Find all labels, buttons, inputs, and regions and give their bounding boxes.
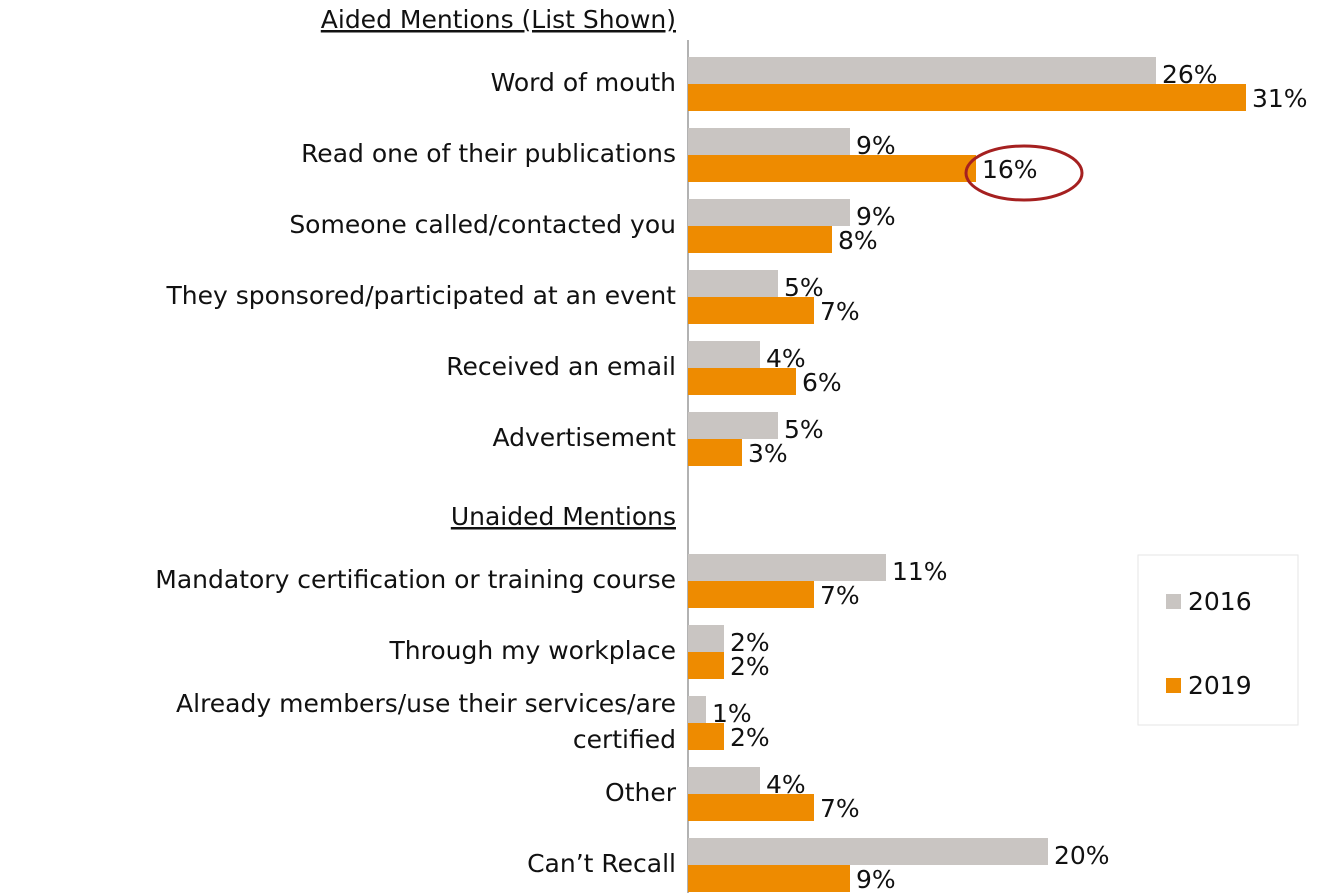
bar xyxy=(688,696,706,723)
legend-label: 2016 xyxy=(1188,587,1252,616)
value-label: 2% xyxy=(730,628,770,657)
category-label: They sponsored/participated at an event xyxy=(166,281,677,310)
bar xyxy=(688,297,814,324)
value-label: 6% xyxy=(802,368,842,397)
value-label: 7% xyxy=(820,297,860,326)
value-label: 5% xyxy=(784,415,824,444)
bar xyxy=(688,341,760,368)
category-label: Word of mouth xyxy=(491,68,676,97)
legend-swatch xyxy=(1166,594,1181,609)
bar xyxy=(688,368,796,395)
value-label: 7% xyxy=(820,794,860,823)
bar xyxy=(688,57,1156,84)
bar xyxy=(688,794,814,821)
category-label: Mandatory certification or training cour… xyxy=(155,565,676,594)
category-label: Other xyxy=(605,778,677,807)
value-label: 9% xyxy=(856,202,896,231)
bar xyxy=(688,767,760,794)
value-label: 31% xyxy=(1252,84,1308,113)
category-label: Advertisement xyxy=(492,423,676,452)
value-label: 7% xyxy=(820,581,860,610)
category-label: Through my workplace xyxy=(389,636,677,665)
category-label: Received an email xyxy=(446,352,676,381)
bar xyxy=(688,84,1246,111)
bar xyxy=(688,128,850,155)
value-label: 8% xyxy=(838,226,878,255)
category-label: Can’t Recall xyxy=(527,849,676,878)
bar xyxy=(688,155,976,182)
bar xyxy=(688,625,724,652)
bar xyxy=(688,652,724,679)
highlight-circle xyxy=(964,144,1084,202)
category-label: Already members/use their services/are ce… xyxy=(176,689,676,754)
bar xyxy=(688,199,850,226)
value-label: 2% xyxy=(730,652,770,681)
bar xyxy=(688,581,814,608)
bar xyxy=(688,270,778,297)
value-label: 2% xyxy=(730,723,770,752)
legend-box xyxy=(1137,554,1299,726)
bar xyxy=(688,226,832,253)
bar xyxy=(688,838,1048,865)
value-label: 20% xyxy=(1054,841,1110,870)
bar xyxy=(688,439,742,466)
bar xyxy=(688,554,886,581)
bar xyxy=(688,412,778,439)
value-label: 9% xyxy=(856,865,896,893)
legend-label: 2019 xyxy=(1188,671,1252,700)
section-title: Unaided Mentions xyxy=(451,502,676,531)
bar xyxy=(688,723,724,750)
category-label: Read one of their publications xyxy=(301,139,676,168)
value-label: 11% xyxy=(892,557,948,586)
bar xyxy=(688,865,850,892)
value-label: 3% xyxy=(748,439,788,468)
legend-swatch xyxy=(1166,678,1181,693)
section-title: Aided Mentions (List Shown) xyxy=(321,5,676,34)
category-label: Someone called/contacted you xyxy=(289,210,676,239)
value-label: 16% xyxy=(982,155,1038,184)
